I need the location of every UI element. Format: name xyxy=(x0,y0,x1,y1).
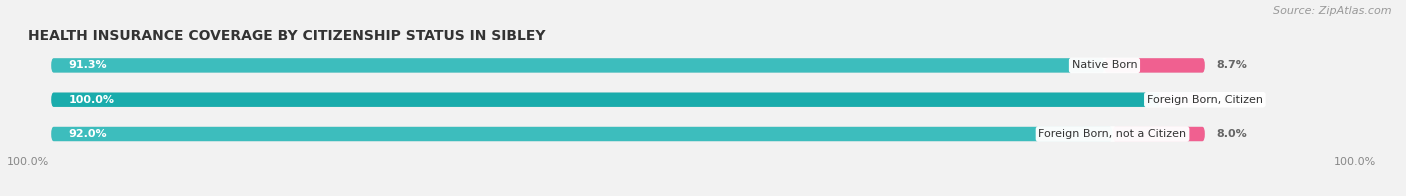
Text: HEALTH INSURANCE COVERAGE BY CITIZENSHIP STATUS IN SIBLEY: HEALTH INSURANCE COVERAGE BY CITIZENSHIP… xyxy=(28,29,546,43)
Text: 8.0%: 8.0% xyxy=(1216,129,1247,139)
FancyBboxPatch shape xyxy=(51,58,1205,73)
FancyBboxPatch shape xyxy=(1112,127,1205,141)
Text: Foreign Born, Citizen: Foreign Born, Citizen xyxy=(1147,95,1263,105)
Text: Foreign Born, not a Citizen: Foreign Born, not a Citizen xyxy=(1039,129,1187,139)
FancyBboxPatch shape xyxy=(51,127,1205,141)
Text: 0.0%: 0.0% xyxy=(1222,95,1253,105)
Text: 92.0%: 92.0% xyxy=(69,129,107,139)
FancyBboxPatch shape xyxy=(51,93,1205,107)
FancyBboxPatch shape xyxy=(1105,58,1205,73)
FancyBboxPatch shape xyxy=(51,93,1205,107)
Text: Native Born: Native Born xyxy=(1071,60,1137,70)
FancyBboxPatch shape xyxy=(51,127,1112,141)
Text: 8.7%: 8.7% xyxy=(1216,60,1247,70)
Text: 91.3%: 91.3% xyxy=(69,60,107,70)
Text: Source: ZipAtlas.com: Source: ZipAtlas.com xyxy=(1274,6,1392,16)
Text: 100.0%: 100.0% xyxy=(69,95,114,105)
FancyBboxPatch shape xyxy=(1159,93,1205,107)
FancyBboxPatch shape xyxy=(51,58,1105,73)
